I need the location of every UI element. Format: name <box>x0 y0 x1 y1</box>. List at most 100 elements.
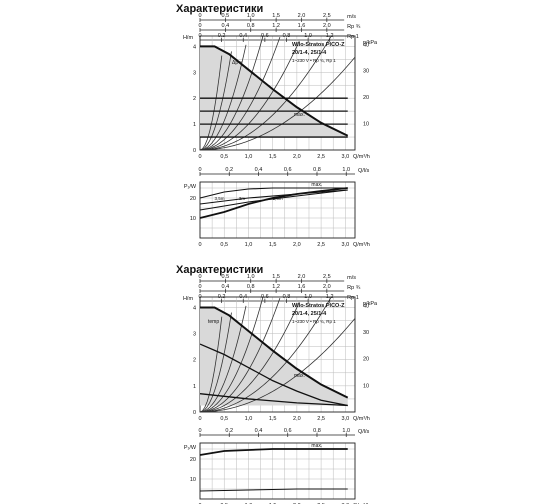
system-curve <box>199 305 247 413</box>
x-tick-label: 1,5 <box>269 242 277 248</box>
y-tick-label: 20 <box>190 196 196 202</box>
curve-annotation: 3m <box>239 196 246 201</box>
scale-tick-label: 1,2 <box>272 23 280 29</box>
scale-tick-label: 0 <box>198 284 201 290</box>
x-tick-label: 1,5 <box>269 154 277 160</box>
power-curve <box>199 189 348 211</box>
scale-tick-label: 0,6 <box>284 428 292 434</box>
y-tick-label: 20 <box>190 457 196 463</box>
scale-tick-label: 0,4 <box>255 167 263 173</box>
mode-label: max. <box>311 182 322 188</box>
x-tick-label: 2,0 <box>293 242 301 248</box>
info-line: Wilo-Stratos PICO-Z <box>292 42 345 48</box>
scale-tick-label: 1,5 <box>272 13 280 19</box>
power-curve <box>199 189 348 205</box>
y-right-tick-label: 40 <box>363 303 369 309</box>
curve-annotation: 3,5m <box>215 196 225 201</box>
y-right-axis-label: p/kPa <box>363 301 378 307</box>
info-line: 1~230 V • Rp ¾, Rp 1 <box>292 319 336 324</box>
operating-area <box>200 46 348 138</box>
system-curve <box>199 297 332 413</box>
system-curve <box>199 312 232 413</box>
system-curve <box>199 318 356 413</box>
scale-tick-label: 0,8 <box>247 284 255 290</box>
scale-tick-label: 0 <box>198 167 201 173</box>
scale-tick-label: 2,5 <box>323 274 331 280</box>
y-right-tick-label: 30 <box>363 330 369 336</box>
system-curve <box>199 55 223 151</box>
pump-curve <box>200 306 349 399</box>
scale-unit-label: Rp ¾ <box>347 285 361 291</box>
power-curve <box>199 488 348 492</box>
scale-tick-label: 1,6 <box>298 284 306 290</box>
plot-frame <box>199 442 356 500</box>
mode-label: max. <box>311 443 322 449</box>
scale-tick-label: 2,0 <box>298 274 306 280</box>
scale-tick-label: 1,2 <box>272 284 280 290</box>
system-curve <box>199 37 281 151</box>
x-axis-label: Q/m³/h <box>353 416 370 422</box>
y-tick-label: 0 <box>193 410 196 416</box>
scale-tick-label: 1,0 <box>247 274 255 280</box>
x-tick-label: 3,0 <box>341 154 349 160</box>
y-tick-label: 10 <box>190 216 196 222</box>
y-tick-label: 10 <box>190 477 196 483</box>
x-tick-label: 0,5 <box>220 416 228 422</box>
y-tick-label: 4 <box>193 44 196 50</box>
x-tick-label: 1,0 <box>245 416 253 422</box>
power-curve <box>199 187 348 199</box>
y-axis-label: H/m <box>183 296 194 302</box>
x-tick-label: 1,0 <box>245 154 253 160</box>
info-line: Wilo-Stratos PICO-Z <box>292 303 345 309</box>
scale-unit-label: Rp ¾ <box>347 24 361 30</box>
scale-tick-label: 0 <box>198 13 201 19</box>
x-tick-label: 0 <box>198 242 201 248</box>
y-right-tick-label: 10 <box>363 122 369 128</box>
y-axis-label: P₁/W <box>184 445 197 451</box>
pump-curve <box>199 343 348 407</box>
scale-tick-label: 0 <box>198 274 201 280</box>
scale-tick-label: 1,0 <box>342 167 350 173</box>
x-tick-label: 0 <box>198 416 201 422</box>
x-tick-label: 0 <box>198 154 201 160</box>
scale-tick-label: 0,8 <box>313 167 321 173</box>
scale-tick-label: 0,2 <box>225 167 233 173</box>
scale-tick-label: 0,6 <box>284 167 292 173</box>
mode-label: temp <box>208 319 219 325</box>
scale-tick-label: 2,0 <box>298 13 306 19</box>
section-title: Характеристики <box>176 3 264 15</box>
y-right-tick-label: 30 <box>363 69 369 75</box>
info-line: 20/1-4, 25/1-4 <box>292 50 327 56</box>
info-line: 20/1-4, 25/1-4 <box>292 311 327 317</box>
y-tick-label: 3 <box>193 332 196 338</box>
x-tick-label: 2,5 <box>317 154 325 160</box>
system-curve <box>199 51 232 151</box>
system-curve <box>199 297 264 413</box>
system-curve <box>199 316 223 413</box>
scale-tick-label: 0,4 <box>222 284 230 290</box>
x-tick-label: 2,0 <box>293 154 301 160</box>
scale-tick-label: 2,0 <box>323 23 331 29</box>
mode-label: max. <box>294 112 305 118</box>
x-axis-label: Q/m³/h <box>353 154 370 160</box>
x-tick-label: 0,5 <box>220 154 228 160</box>
scale-unit-label: Q/l/s <box>358 168 370 174</box>
scale-tick-label: 0,4 <box>222 23 230 29</box>
scale-unit-label: Rp 1 <box>347 34 359 40</box>
mode-label: max. <box>294 373 305 379</box>
curve-annotation: 1,5m <box>273 196 283 201</box>
y-tick-label: 1 <box>193 122 196 128</box>
y-tick-label: 1 <box>193 384 196 390</box>
scale-unit-label: m/s <box>347 275 356 281</box>
scale-tick-label: 0,8 <box>313 428 321 434</box>
x-tick-label: 2,5 <box>317 242 325 248</box>
scale-tick-label: 1,6 <box>298 23 306 29</box>
scale-tick-label: 0,4 <box>255 428 263 434</box>
power-curve <box>199 448 348 456</box>
operating-area <box>200 307 348 406</box>
pump-curve <box>200 45 349 137</box>
x-tick-label: 2,0 <box>293 416 301 422</box>
y-right-tick-label: 20 <box>363 357 369 363</box>
scale-tick-label: 2,0 <box>323 284 331 290</box>
